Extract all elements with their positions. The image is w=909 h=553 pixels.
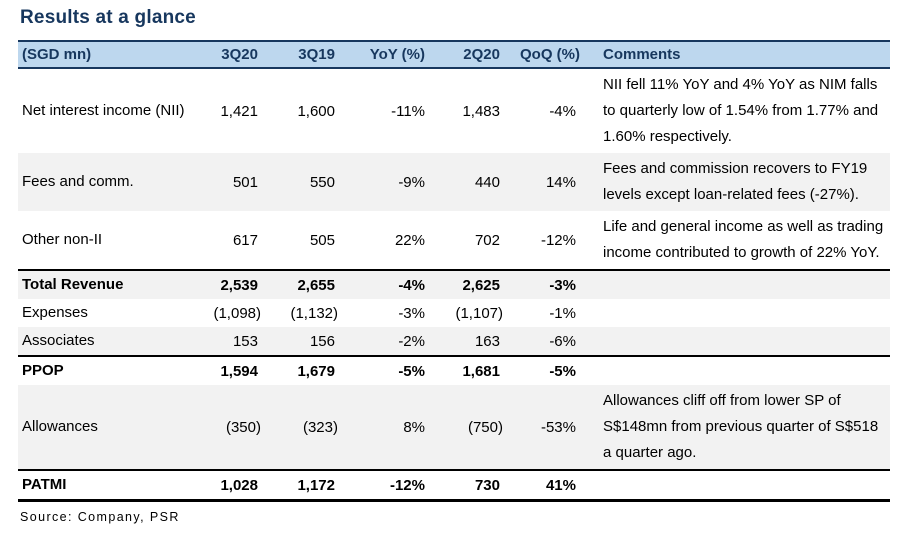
- cell-comment: [582, 269, 890, 299]
- cell-qoq: -5%: [506, 355, 582, 385]
- cell-comment: Allowances cliff off from lower SP of S$…: [603, 392, 879, 461]
- cell-yoy: -9%: [398, 173, 425, 191]
- row-label: PPOP: [18, 355, 202, 385]
- column-header-qoq: QoQ (%): [506, 40, 582, 69]
- cell-qoq: -6%: [549, 332, 576, 350]
- cell-comment: Life and general income as well as tradi…: [603, 218, 884, 261]
- table-row: PPOP 1,594 1,679 -5% 1,681 -5%: [18, 355, 890, 385]
- table-row: Net interest income (NII) 1,421 1,600 -11% 1…: [18, 68, 890, 153]
- cell-3q20: 501: [232, 173, 258, 191]
- cell-comment: Fees and commission recovers to FY19 lev…: [603, 160, 868, 203]
- row-label: Net interest income (NII): [22, 102, 185, 119]
- row-label: PATMI: [18, 469, 202, 502]
- cell-3q20: 1,421: [220, 102, 258, 120]
- cell-3q19: 1,600: [297, 102, 335, 120]
- cell-2q20: 163: [474, 332, 500, 350]
- cell-qoq: -12%: [540, 231, 576, 249]
- cell-3q20: (1,098): [213, 304, 261, 322]
- results-table-body: Net interest income (NII) 1,421 1,600 -11% 1…: [18, 68, 890, 502]
- cell-qoq: -1%: [549, 304, 576, 322]
- cell-2q20: 440: [474, 173, 500, 191]
- cell-yoy: 22%: [394, 231, 425, 249]
- results-table: (SGD mn) 3Q20 3Q19 YoY (%) 2Q20 QoQ (%) …: [18, 40, 890, 502]
- cell-2q20: 1,483: [462, 102, 500, 120]
- row-label: Expenses: [22, 304, 88, 321]
- cell-3q19: 505: [309, 231, 335, 249]
- cell-3q19: 1,679: [264, 355, 341, 385]
- cell-comment: [582, 327, 890, 356]
- row-label: Total Revenue: [18, 269, 202, 299]
- header-row: (SGD mn) 3Q20 3Q19 YoY (%) 2Q20 QoQ (%) …: [18, 40, 890, 69]
- cell-3q20: 1,028: [202, 469, 264, 502]
- cell-comment: [582, 355, 890, 385]
- cell-yoy: -2%: [398, 332, 425, 350]
- cell-2q20: 1,681: [431, 355, 506, 385]
- cell-yoy: -3%: [398, 304, 425, 322]
- cell-3q20: 153: [232, 332, 258, 350]
- column-header-yoy: YoY (%): [341, 40, 431, 69]
- cell-yoy: -5%: [341, 355, 431, 385]
- column-header-sgd-mn: (SGD mn): [18, 40, 202, 69]
- cell-yoy: -4%: [341, 269, 431, 299]
- table-row: Total Revenue 2,539 2,655 -4% 2,625 -3%: [18, 269, 890, 299]
- cell-3q20: 1,594: [202, 355, 264, 385]
- results-table-header: (SGD mn) 3Q20 3Q19 YoY (%) 2Q20 QoQ (%) …: [18, 40, 890, 69]
- cell-3q20: 2,539: [202, 269, 264, 299]
- cell-3q20: (350): [225, 418, 261, 436]
- cell-2q20: 2,625: [431, 269, 506, 299]
- cell-qoq: 14%: [545, 173, 576, 191]
- cell-qoq: -3%: [506, 269, 582, 299]
- cell-3q19: 1,172: [264, 469, 341, 502]
- cell-2q20: (1,107): [455, 304, 503, 322]
- cell-qoq: -4%: [549, 102, 576, 120]
- table-row: Allowances (350) (323) 8% (750) -53% Allowance…: [18, 385, 890, 470]
- cell-comment: [582, 469, 890, 502]
- row-label: Other non-II: [22, 231, 103, 248]
- table-row: Other non-II 617 505 22% 702 -12% Life and gen…: [18, 211, 890, 270]
- cell-yoy: -11%: [391, 102, 425, 120]
- table-row: Fees and comm. 501 550 -9% 440 14% Fees and co…: [18, 153, 890, 211]
- row-label: Allowances: [22, 418, 98, 435]
- table-row: Associates 153 156 -2% 163 -6%: [18, 327, 890, 356]
- cell-comment: NII fell 11% YoY and 4% YoY as NIM falls…: [603, 76, 879, 145]
- column-header-3q20: 3Q20: [202, 40, 264, 69]
- cell-yoy: 8%: [403, 418, 425, 436]
- column-header-3q19: 3Q19: [264, 40, 341, 69]
- cell-3q19: (1,132): [290, 304, 338, 322]
- cell-yoy: -12%: [341, 469, 431, 502]
- column-header-2q20: 2Q20: [431, 40, 506, 69]
- cell-3q20: 617: [232, 231, 258, 249]
- cell-3q19: (323): [302, 418, 338, 436]
- cell-3q19: 2,655: [264, 269, 341, 299]
- column-header-comments: Comments: [582, 40, 890, 69]
- cell-3q19: 156: [309, 332, 335, 350]
- report-page: Results at a glance (SGD mn) 3Q20 3Q19 Y…: [18, 7, 890, 524]
- cell-qoq: -53%: [540, 418, 576, 436]
- cell-2q20: (750): [467, 418, 503, 436]
- row-label: Fees and comm.: [22, 173, 134, 190]
- cell-comment: [582, 299, 890, 327]
- cell-qoq: 41%: [506, 469, 582, 502]
- source-note: Source: Company, PSR: [20, 510, 180, 524]
- table-row: PATMI 1,028 1,172 -12% 730 41%: [18, 469, 890, 502]
- cell-2q20: 702: [474, 231, 500, 249]
- page-title: Results at a glance: [20, 7, 196, 28]
- table-row: Expenses (1,098) (1,132) -3% (1,107) -1%: [18, 299, 890, 327]
- cell-3q19: 550: [309, 173, 335, 191]
- row-label: Associates: [22, 332, 95, 349]
- cell-2q20: 730: [431, 469, 506, 502]
